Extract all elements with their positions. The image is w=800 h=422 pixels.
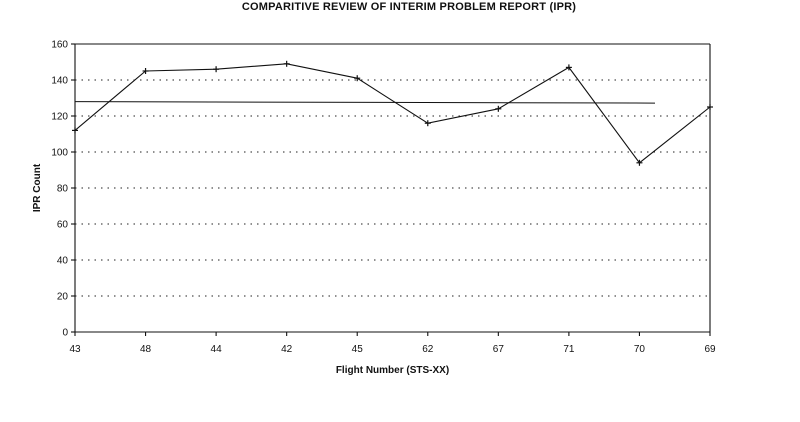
x-tick-label-69: 69 (704, 344, 716, 355)
x-tick-label-45: 45 (352, 344, 364, 355)
x-tick-label-44: 44 (211, 344, 223, 355)
series-line-0 (74, 63, 711, 164)
series-layer (72, 60, 713, 166)
data-point-67 (495, 105, 502, 112)
y-tick-label-160: 160 (51, 40, 68, 51)
x-tick-label-42: 42 (281, 344, 293, 355)
data-point-70 (636, 159, 643, 166)
data-point-71 (565, 64, 572, 71)
data-point-48 (142, 68, 149, 74)
data-point-62 (424, 120, 431, 127)
y-tick-label-60: 60 (57, 220, 69, 231)
reference-line-layer (74, 101, 656, 104)
y-tick-label-40: 40 (57, 256, 69, 267)
y-tick-label-120: 120 (51, 112, 68, 123)
y-tick-label-100: 100 (51, 148, 68, 159)
y-tick-label-0: 0 (62, 328, 68, 339)
gridlines (75, 79, 710, 297)
x-tick-label-62: 62 (422, 344, 434, 355)
y-tick-label-20: 20 (57, 292, 69, 303)
y-axis-label: IPR Count (32, 163, 43, 212)
data-point-42 (283, 60, 290, 67)
x-tick-label-70: 70 (634, 344, 646, 355)
x-tick-label-67: 67 (493, 344, 505, 355)
data-point-45 (354, 75, 361, 82)
x-tick-label-48: 48 (140, 344, 152, 355)
x-axis-ticks: 43 48 44 42 45 62 67 71 70 69 (69, 332, 716, 355)
chart-title: COMPARITIVE REVIEW OF INTERIM PROBLEM RE… (241, 1, 577, 13)
y-axis-ticks: 0 20 40 60 80 100 120 140 160 (51, 40, 75, 339)
reference-line (74, 101, 656, 104)
y-tick-label-80: 80 (57, 184, 69, 195)
x-axis-label: Flight Number (STS-XX) (336, 365, 449, 376)
data-point-43 (72, 127, 78, 134)
y-tick-label-140: 140 (51, 76, 68, 87)
x-tick-label-43: 43 (69, 344, 81, 355)
data-point-44 (213, 66, 220, 73)
x-tick-label-71: 71 (563, 344, 575, 355)
data-point-69 (707, 104, 713, 110)
